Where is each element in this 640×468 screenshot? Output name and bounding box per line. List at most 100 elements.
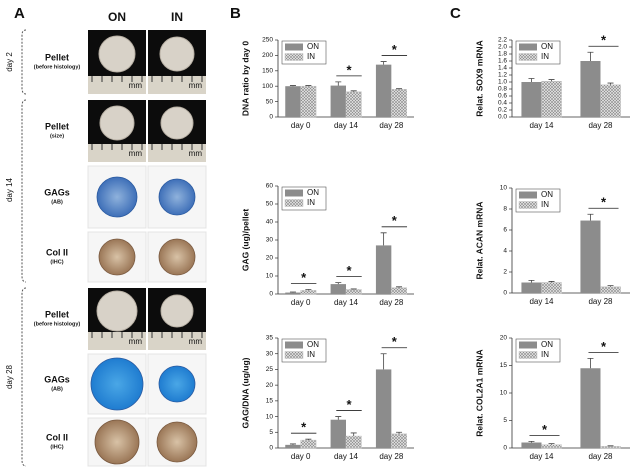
y-tick-label: 15 bbox=[500, 362, 508, 369]
bar bbox=[300, 290, 317, 295]
legend-swatch bbox=[518, 53, 538, 61]
error-bar bbox=[548, 443, 555, 445]
stained-pellet bbox=[156, 421, 198, 463]
y-tick-label: 0.4 bbox=[498, 100, 507, 107]
legend-label: ON bbox=[307, 42, 319, 51]
legend-label: ON bbox=[541, 190, 553, 199]
bar bbox=[391, 89, 407, 118]
legend-swatch bbox=[285, 189, 303, 197]
significance-mark: * bbox=[601, 33, 607, 48]
y-tick-label: 20 bbox=[266, 255, 274, 262]
error-bar bbox=[305, 438, 312, 441]
row-subtitle: (IHC) bbox=[50, 259, 63, 265]
error-bar bbox=[350, 432, 357, 437]
y-tick-label: 10 bbox=[266, 273, 274, 280]
y-tick-label: 6 bbox=[503, 227, 507, 234]
error-bar bbox=[380, 353, 387, 370]
bar bbox=[375, 64, 392, 117]
x-tick-label: day 14 bbox=[529, 452, 554, 461]
bar bbox=[521, 282, 542, 293]
y-tick-label: 20 bbox=[500, 335, 508, 342]
group-label: day 14 bbox=[5, 177, 14, 202]
legend-label: IN bbox=[307, 198, 315, 207]
x-tick-label: day 14 bbox=[334, 452, 359, 461]
legend-label: ON bbox=[541, 340, 553, 349]
significance-mark: * bbox=[601, 195, 607, 210]
y-tick-label: 30 bbox=[266, 237, 274, 244]
group-label: day 28 bbox=[5, 364, 14, 389]
stained-pellet bbox=[96, 176, 138, 218]
y-tick-label: 20 bbox=[266, 382, 274, 389]
error-bar bbox=[350, 90, 357, 92]
x-tick-label: day 0 bbox=[291, 121, 311, 130]
row-subtitle: (IHC) bbox=[50, 444, 63, 450]
legend-swatch bbox=[284, 351, 304, 359]
error-bar bbox=[528, 441, 535, 443]
legend-label: ON bbox=[307, 188, 319, 197]
group-brackets bbox=[21, 29, 27, 467]
legend-label: ON bbox=[541, 42, 553, 51]
legend-label: ON bbox=[307, 340, 319, 349]
error-bar bbox=[548, 281, 555, 283]
bar bbox=[375, 369, 392, 448]
y-tick-label: 0 bbox=[269, 114, 273, 121]
y-tick-label: 10 bbox=[500, 185, 508, 192]
error-bar bbox=[305, 289, 312, 291]
row-title: Col II bbox=[46, 432, 68, 442]
significance-mark: * bbox=[346, 397, 352, 412]
pellet bbox=[160, 106, 194, 140]
y-tick-label: 40 bbox=[266, 219, 274, 226]
stained-pellet bbox=[98, 238, 136, 276]
error-bar bbox=[396, 88, 403, 90]
y-tick-label: 100 bbox=[262, 83, 273, 90]
x-tick-label: day 14 bbox=[334, 121, 359, 130]
significance-mark: * bbox=[392, 213, 398, 228]
y-tick-label: 1.8 bbox=[498, 51, 507, 58]
bar bbox=[521, 82, 542, 117]
y-tick-label: 1.6 bbox=[498, 58, 507, 65]
y-tick-label: 4 bbox=[503, 248, 507, 255]
bar bbox=[600, 286, 621, 294]
error-bar bbox=[548, 79, 555, 82]
error-bar bbox=[335, 81, 342, 86]
error-bar bbox=[607, 285, 614, 287]
y-tick-label: 0 bbox=[269, 445, 273, 452]
bar bbox=[541, 282, 562, 294]
stained-pellet bbox=[158, 365, 196, 403]
y-tick-label: 10 bbox=[500, 390, 508, 397]
row-title: GAGs bbox=[44, 187, 70, 197]
pellet bbox=[159, 36, 195, 72]
column-header: IN bbox=[171, 10, 183, 24]
y-tick-label: 1.2 bbox=[498, 72, 507, 79]
y-tick-label: 2.2 bbox=[498, 37, 507, 44]
y-tick-label: 200 bbox=[262, 52, 273, 59]
row-title: Pellet bbox=[45, 309, 69, 319]
y-axis-label: GAG (ug)/pellet bbox=[240, 209, 250, 272]
bar bbox=[345, 289, 362, 295]
bar bbox=[345, 91, 362, 118]
legend-label: IN bbox=[541, 200, 549, 209]
x-tick-label: day 28 bbox=[379, 121, 404, 130]
y-tick-label: 2 bbox=[503, 269, 507, 276]
bar bbox=[600, 446, 621, 449]
legend-label: IN bbox=[307, 52, 315, 61]
y-tick-label: 5 bbox=[503, 417, 507, 424]
bar bbox=[375, 245, 392, 294]
scale-label: mm bbox=[189, 149, 203, 158]
stained-pellet bbox=[94, 419, 140, 465]
x-tick-label: day 28 bbox=[588, 121, 613, 130]
pellet bbox=[98, 35, 136, 73]
y-tick-label: 5 bbox=[269, 429, 273, 436]
y-tick-label: 0 bbox=[269, 291, 273, 298]
y-tick-label: 0.8 bbox=[498, 86, 507, 93]
stained-pellet bbox=[158, 178, 196, 216]
y-axis-label: Relat. SOX9 mRNA bbox=[474, 40, 484, 117]
legend-swatch bbox=[519, 341, 537, 349]
error-bar bbox=[587, 213, 594, 221]
error-bar bbox=[335, 282, 342, 285]
stained-pellet bbox=[90, 357, 144, 411]
x-tick-label: day 0 bbox=[291, 452, 311, 461]
row-title: Pellet bbox=[45, 52, 69, 62]
legend-swatch bbox=[285, 341, 303, 349]
y-tick-label: 35 bbox=[266, 335, 274, 342]
